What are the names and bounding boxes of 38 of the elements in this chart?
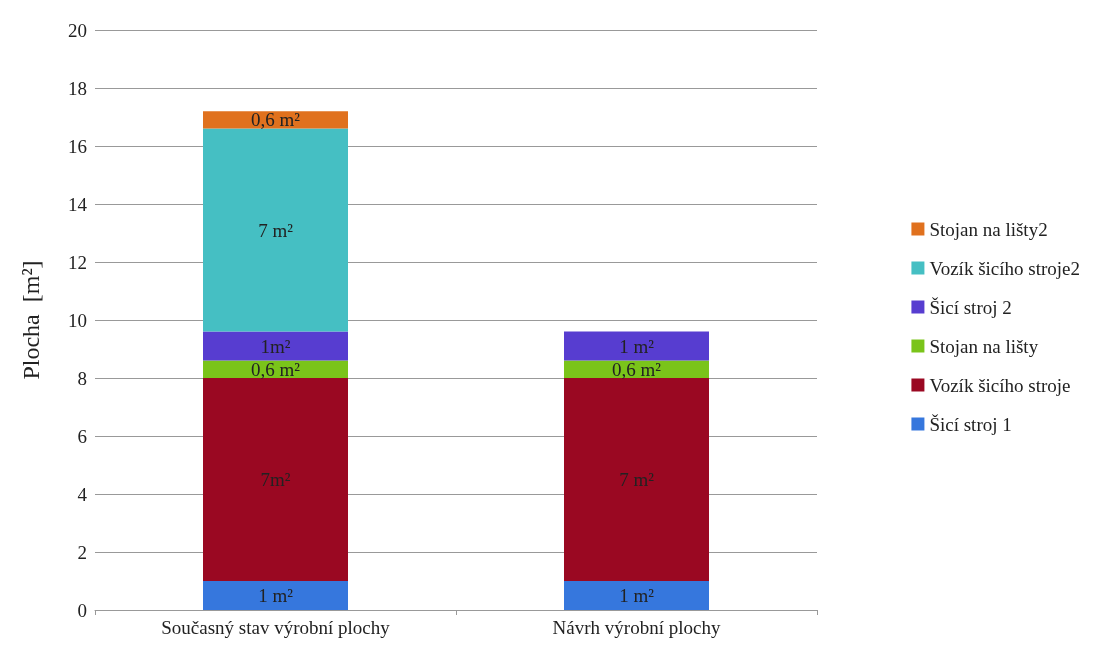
data-label: 7m² bbox=[260, 469, 291, 490]
y-tick-label: 20 bbox=[68, 19, 87, 41]
legend-label: Stojan na lišty2 bbox=[929, 218, 1048, 240]
bar bbox=[203, 581, 348, 610]
y-axis-title: Plocha [m²] bbox=[18, 260, 44, 380]
y-tick-label: 2 bbox=[77, 541, 87, 563]
data-label: 0,6 m² bbox=[612, 358, 662, 380]
x-tick-label: Současný stav výrobní plochy bbox=[161, 617, 391, 638]
y-tick-label: 10 bbox=[68, 309, 87, 331]
bar bbox=[203, 128, 348, 332]
y-tick-label: 8 bbox=[77, 367, 87, 389]
y-tick-label: 6 bbox=[77, 425, 87, 447]
data-label: 0,6 m² bbox=[251, 358, 301, 380]
y-tick-label: 18 bbox=[68, 77, 87, 99]
data-label: 1 m² bbox=[619, 335, 655, 357]
data-label: 1m² bbox=[260, 335, 291, 357]
legend-label: Šicí stroj 2 bbox=[929, 296, 1012, 318]
legend-label: Šicí stroj 1 bbox=[929, 413, 1012, 435]
data-label: 1 m² bbox=[258, 585, 294, 606]
data-label: 1 m² bbox=[619, 585, 655, 606]
legend-label: Vozík šicího stroje2 bbox=[929, 257, 1081, 279]
y-tick-label: 12 bbox=[68, 251, 87, 273]
y-tick-label: 4 bbox=[77, 483, 88, 505]
bar bbox=[203, 331, 348, 361]
y-tick-label: 0 bbox=[77, 599, 87, 621]
bar bbox=[564, 378, 709, 581]
data-label: 7 m² bbox=[258, 219, 294, 241]
data-label: 7 m² bbox=[619, 469, 655, 490]
x-tick-label: Návrh výrobní plochy bbox=[552, 617, 721, 638]
y-tick-label: 16 bbox=[68, 135, 87, 157]
legend-label: Vozík šicího stroje bbox=[929, 374, 1071, 396]
y-tick-label: 14 bbox=[68, 193, 88, 215]
bar bbox=[203, 111, 348, 129]
data-label: 0,6 m² bbox=[251, 109, 301, 131]
bar bbox=[564, 581, 709, 610]
legend-label: Stojan na lišty bbox=[929, 335, 1039, 357]
bar bbox=[203, 378, 348, 581]
bar bbox=[564, 331, 709, 361]
